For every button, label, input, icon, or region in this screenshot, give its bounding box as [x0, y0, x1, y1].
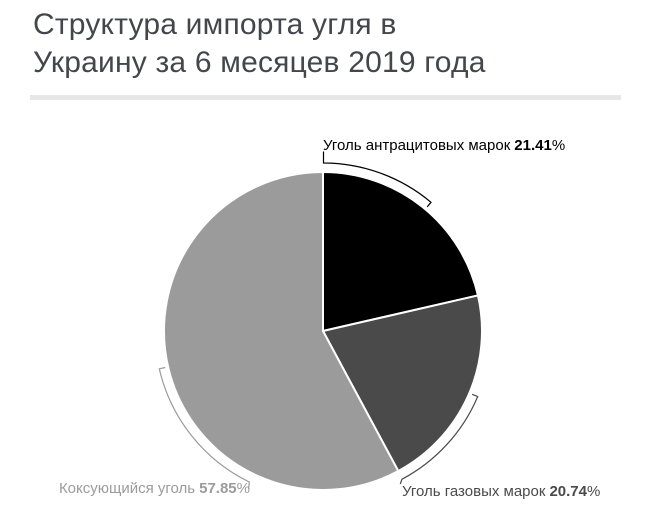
pie-slice-gas[interactable] [321, 294, 483, 473]
slice-label-anthracite-category: Уголь антрацитовых марок [323, 137, 511, 154]
callout-line-anthracite [322, 151, 432, 208]
title-divider [30, 95, 621, 100]
callout-line-gas [399, 393, 479, 485]
slice-label-coking-value: 57.85 [199, 480, 237, 497]
slice-label-gas-category: Уголь газовых марок [402, 483, 546, 500]
chart-title: Структура импорта угля в Украину за 6 ме… [33, 6, 486, 82]
chart-title-line1: Структура импорта угля в [33, 8, 397, 41]
slice-label-anthracite: Уголь антрацитовых марок 21.41% [323, 137, 565, 154]
slice-label-anthracite-percent-sign: % [551, 137, 566, 154]
slice-label-coking: Коксующийся уголь 57.85% [59, 480, 250, 497]
slice-label-gas-value: 20.74 [549, 483, 587, 500]
slice-label-gas-percent-sign: % [586, 483, 601, 500]
slice-label-coking-category: Коксующийся уголь [58, 480, 196, 497]
slice-label-anthracite-value: 21.41 [514, 137, 552, 154]
slice-label-coking-percent-sign: % [236, 480, 250, 497]
slice-label-gas: Уголь газовых марок 20.74% [402, 483, 600, 500]
pie-slice-coking[interactable] [163, 170, 400, 491]
callout-line-coking [158, 366, 250, 490]
chart-title-line2: Украину за 6 месяцев 2019 года [33, 46, 486, 79]
pie-slice-anthracite[interactable] [322, 170, 480, 333]
